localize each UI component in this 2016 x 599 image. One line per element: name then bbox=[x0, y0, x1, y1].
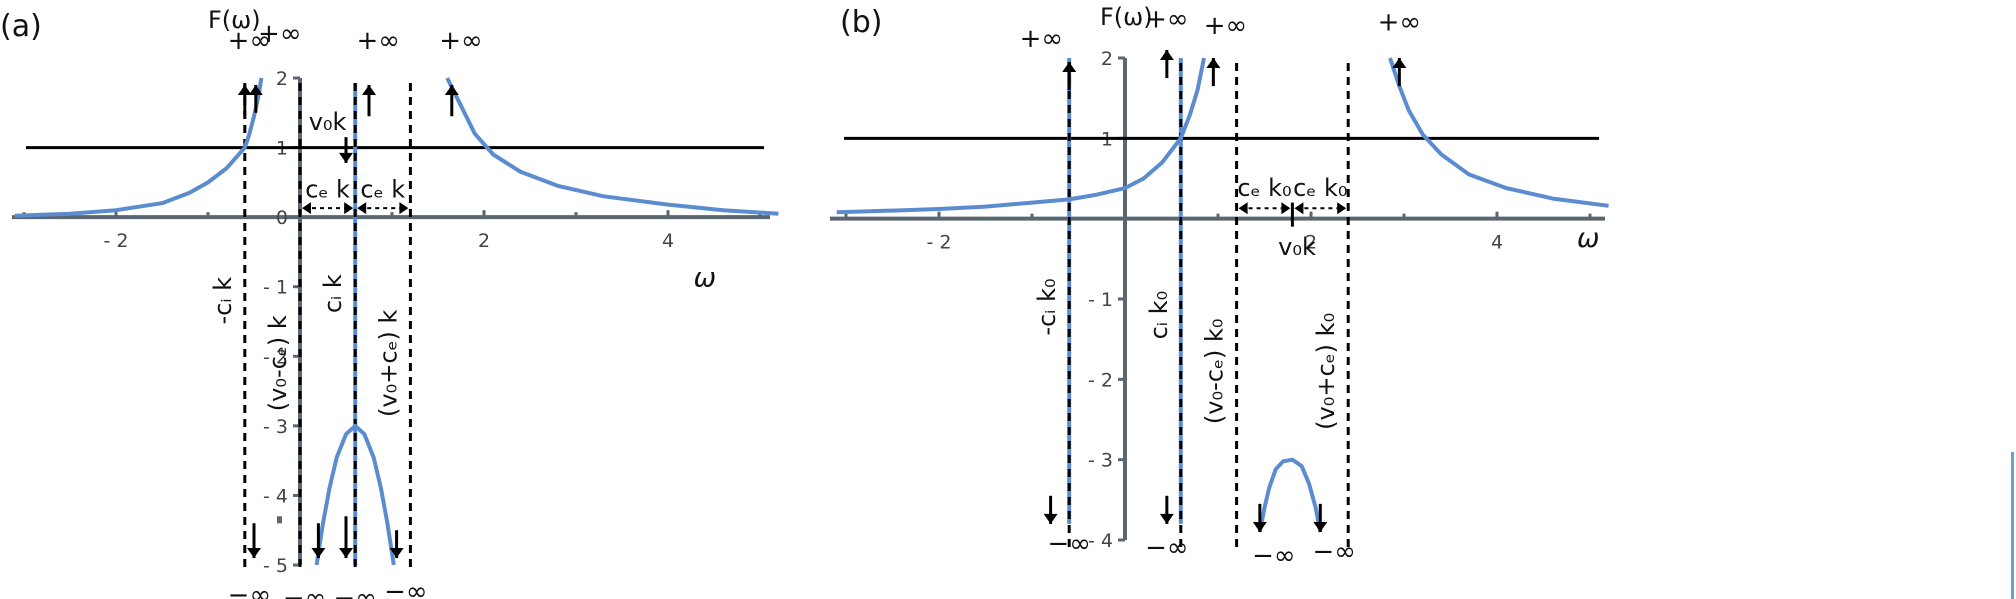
marker-label: v₀k bbox=[1278, 233, 1316, 261]
infinity-label: +∞ bbox=[356, 26, 399, 56]
asymptote-label: -cᵢ k₀ bbox=[1033, 278, 1061, 335]
span-arrow-left bbox=[1294, 202, 1303, 214]
y-tick-label: - 3 bbox=[263, 416, 288, 438]
x-tick-label: - 2 bbox=[927, 232, 952, 254]
down-arrow-head bbox=[1253, 522, 1267, 532]
curve-right bbox=[447, 78, 778, 214]
span-arrow-left bbox=[1239, 202, 1248, 214]
infinity-label: −∞ bbox=[333, 584, 376, 599]
infinity-label: +∞ bbox=[1378, 8, 1421, 38]
span-label: cₑ k₀ bbox=[1293, 174, 1347, 202]
down-arrow-head bbox=[247, 548, 261, 558]
down-arrow-head bbox=[311, 548, 325, 558]
panel-a: (a)F(ω)210- 1- 2- 3- 4- 5- 224-cᵢ k(v₀-c… bbox=[0, 6, 778, 599]
y-tick-label: 0 bbox=[276, 207, 288, 229]
curve-left bbox=[837, 58, 1204, 212]
up-arrow-head bbox=[445, 85, 459, 95]
up-arrow-head bbox=[1206, 58, 1220, 68]
x-tick-label: 2 bbox=[478, 230, 490, 252]
up-arrow-head bbox=[238, 85, 252, 95]
down-arrow-head bbox=[1313, 522, 1327, 532]
y-tick-label: - 1 bbox=[1088, 289, 1113, 311]
down-arrow-head bbox=[1044, 514, 1058, 524]
infinity-label: −∞ bbox=[1047, 529, 1090, 559]
up-arrow-head bbox=[1062, 62, 1076, 72]
infinity-label: +∞ bbox=[439, 26, 482, 56]
curve-middle bbox=[1260, 460, 1321, 532]
span-label: cₑ k₀ bbox=[1237, 174, 1291, 202]
infinity-label: −∞ bbox=[228, 580, 271, 599]
curve-right bbox=[1390, 58, 1609, 206]
x-tick-label: 4 bbox=[662, 230, 674, 252]
stray-mark bbox=[277, 516, 282, 523]
up-arrow-head bbox=[362, 85, 376, 95]
asymptote-label: (v₀-cₑ) k bbox=[264, 315, 292, 411]
span-arrow-left bbox=[302, 202, 311, 214]
panel-label: (a) bbox=[0, 9, 42, 44]
span-arrow-left bbox=[357, 202, 366, 214]
y-tick-label: - 4 bbox=[1088, 530, 1113, 552]
edge-mark bbox=[2011, 452, 2014, 599]
span-arrow-right bbox=[344, 202, 353, 214]
y-tick-label: - 1 bbox=[263, 277, 288, 299]
infinity-label: −∞ bbox=[384, 577, 427, 599]
asymptote-label: -cᵢ k bbox=[209, 277, 237, 325]
span-label: cₑ k bbox=[305, 176, 350, 204]
y-tick-label: - 5 bbox=[263, 555, 288, 577]
infinity-label: +∞ bbox=[1145, 4, 1188, 34]
x-axis-label: ω bbox=[693, 263, 716, 294]
x-axis-label: ω bbox=[1577, 223, 1600, 254]
infinity-label: −∞ bbox=[1145, 533, 1188, 563]
x-tick-label: - 2 bbox=[104, 230, 129, 252]
infinity-label: +∞ bbox=[1204, 11, 1247, 41]
y-tick-label: - 3 bbox=[1088, 450, 1113, 472]
panel-label: (b) bbox=[840, 5, 882, 40]
y-tick-label: - 4 bbox=[263, 485, 288, 507]
up-arrow-head bbox=[1392, 58, 1406, 68]
span-arrow-right bbox=[1281, 202, 1290, 214]
asymptote-label: cᵢ k₀ bbox=[1145, 291, 1173, 340]
infinity-label: −∞ bbox=[283, 584, 326, 599]
asymptote-label: (v₀-cₑ) k₀ bbox=[1201, 319, 1229, 425]
infinity-label: +∞ bbox=[1020, 24, 1063, 54]
up-arrow-head bbox=[1160, 50, 1174, 60]
down-arrow-head bbox=[339, 548, 353, 558]
asymptote-label: (v₀+cₑ) k bbox=[374, 309, 402, 416]
infinity-label: −∞ bbox=[1313, 537, 1356, 567]
span-arrow-right bbox=[1337, 202, 1346, 214]
marker-label: v₀k bbox=[309, 108, 347, 136]
y-tick-label: - 2 bbox=[1088, 369, 1113, 391]
span-arrow-right bbox=[399, 202, 408, 214]
y-tick-label: 2 bbox=[276, 68, 288, 90]
marker-arrow-head bbox=[339, 153, 353, 163]
span-label: cₑ k bbox=[360, 176, 405, 204]
y-tick-label: 2 bbox=[1101, 48, 1113, 70]
asymptote-label: (v₀+cₑ) k₀ bbox=[1312, 313, 1340, 430]
infinity-label: +∞ bbox=[258, 19, 301, 49]
x-tick-label: 4 bbox=[1491, 232, 1503, 254]
asymptote-label: cᵢ k bbox=[319, 274, 347, 313]
down-arrow-head bbox=[1160, 514, 1174, 524]
infinity-label: −∞ bbox=[1252, 541, 1295, 571]
